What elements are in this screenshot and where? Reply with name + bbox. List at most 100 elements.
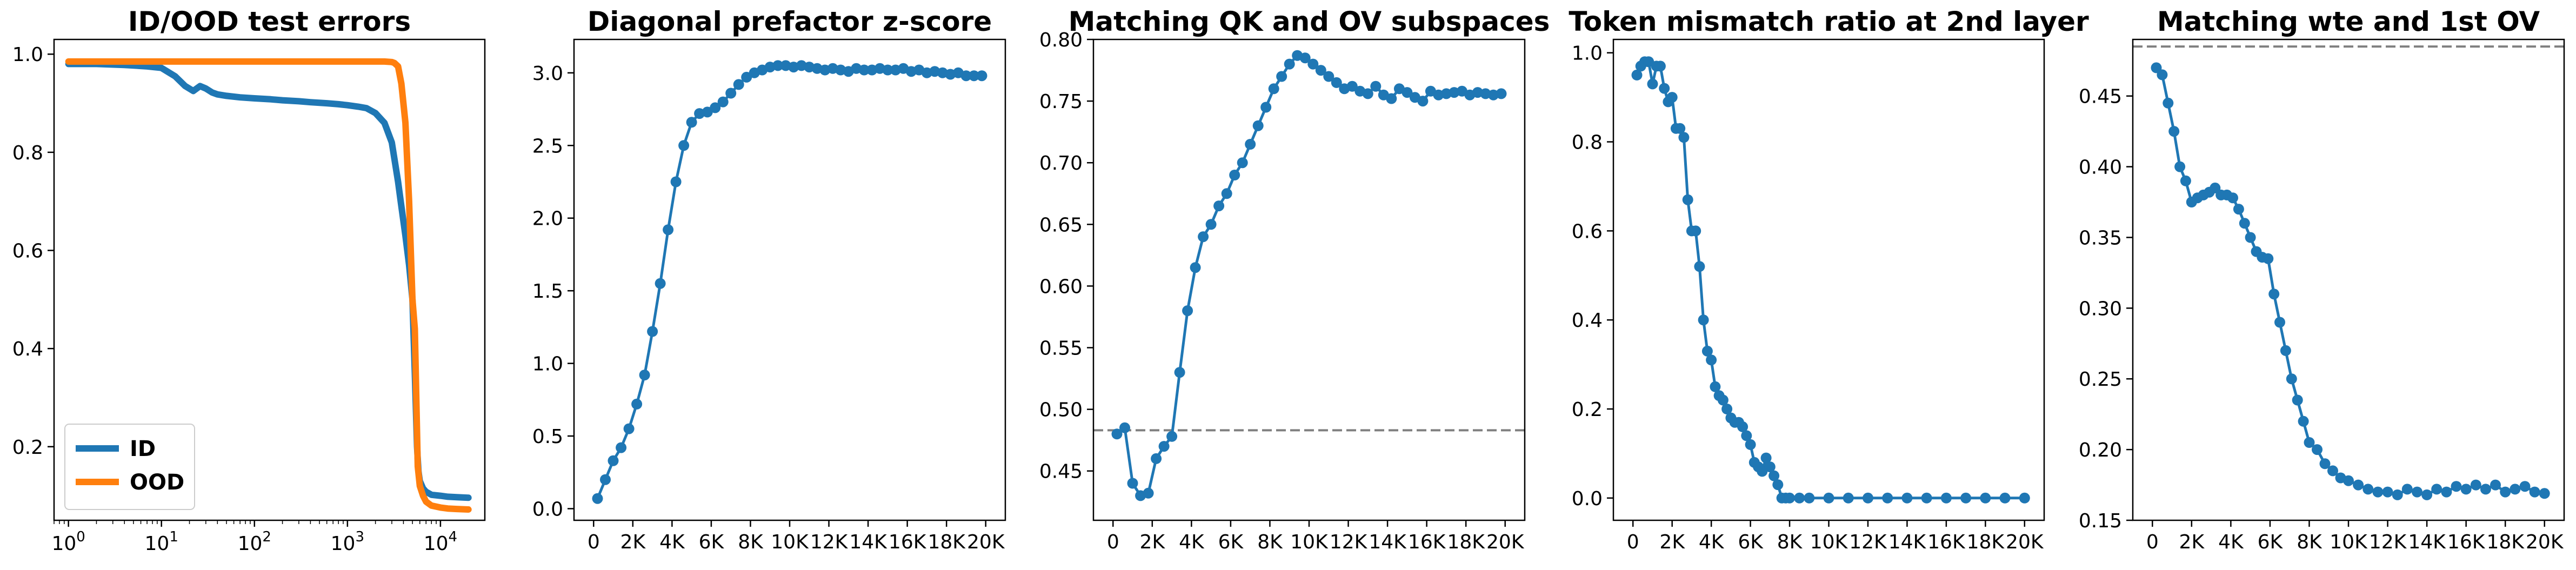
- x-tick-label: 2K: [2179, 531, 2205, 553]
- x-tick-label: 10K: [2330, 531, 2368, 553]
- chart-panel-4: Token mismatch ratio at 2nd layer 0.0 0.2 0…: [1569, 6, 2089, 553]
- data-point: [1764, 461, 1776, 473]
- data-point: [1757, 466, 1768, 477]
- data-point: [1276, 71, 1287, 82]
- chart-title: Diagonal prefactor z-score: [588, 6, 992, 37]
- y-tick-label: 3.0: [532, 63, 563, 85]
- x-tick-label: 4K: [1179, 531, 1205, 553]
- data-point: [655, 278, 666, 289]
- data-point: [2245, 232, 2256, 243]
- data-point: [1268, 83, 1279, 95]
- data-point: [1362, 88, 1373, 99]
- y-tick-label: 0.5: [532, 426, 563, 448]
- data-point: [1346, 81, 1358, 92]
- data-point: [1843, 492, 1854, 504]
- data-point: [647, 326, 658, 337]
- x-tick-label: 100: [51, 529, 85, 555]
- series-line: [1636, 60, 2026, 500]
- data-point: [623, 423, 635, 434]
- y-tick-label: 0.6: [12, 240, 43, 263]
- data-point: [2539, 488, 2550, 499]
- data-point: [1221, 188, 1232, 199]
- data-point: [2286, 373, 2297, 385]
- x-tick-label: 2K: [620, 531, 646, 553]
- data-point: [1706, 354, 1717, 366]
- data-point: [1111, 428, 1123, 440]
- data-point: [2227, 192, 2238, 204]
- data-point: [2233, 204, 2244, 215]
- x-tick-label: 8K: [1777, 531, 1803, 553]
- chart-panel-5: Matching wte and 1st OV 0.15 0.20 0.25 0.30 0…: [2079, 6, 2565, 553]
- data-point: [1823, 492, 1834, 504]
- x-tick-label: 18K: [1967, 531, 2005, 553]
- plot-area: [2151, 62, 2550, 500]
- data-point: [2510, 484, 2521, 495]
- chart-title: ID/OOD test errors: [128, 6, 411, 37]
- y-tick-label: 1.0: [532, 353, 563, 375]
- x-tick-label: 6K: [2258, 531, 2284, 553]
- data-point: [1299, 52, 1311, 64]
- data-point: [2401, 484, 2413, 495]
- y-tick-label: 0.8: [1572, 132, 1603, 154]
- data-point: [1701, 345, 1713, 357]
- y-tick-label: 0.25: [2079, 368, 2122, 391]
- chart-title: Matching QK and OV subspaces: [1069, 6, 1550, 37]
- data-point: [1980, 492, 1991, 504]
- x-tick-label: 4K: [1699, 531, 1725, 553]
- data-point: [1882, 492, 1893, 504]
- data-point: [2470, 479, 2481, 491]
- x-tick-label: 12K: [1330, 531, 1368, 553]
- data-point: [1659, 83, 1670, 94]
- data-point: [1417, 96, 1429, 107]
- data-point: [1784, 492, 1795, 504]
- data-point: [592, 493, 603, 504]
- axes-frame: [1092, 38, 1526, 521]
- x-tick-label: 8K: [1257, 531, 1283, 553]
- plot-area: [1631, 56, 2030, 504]
- data-point: [2157, 69, 2168, 81]
- data-point: [2312, 444, 2323, 455]
- data-point: [1940, 492, 1952, 504]
- data-point: [639, 370, 650, 381]
- data-point: [1166, 431, 1178, 442]
- data-point: [2268, 289, 2280, 300]
- data-point: [1174, 367, 1185, 378]
- data-point: [2421, 489, 2433, 500]
- x-tick-label: 2K: [1659, 531, 1685, 553]
- data-point: [2382, 486, 2393, 498]
- legend-label: OOD: [130, 470, 184, 495]
- y-tick-label: 0.65: [1039, 214, 1083, 236]
- series-line-ood: [65, 58, 472, 513]
- x-tick-label: 14K: [2408, 531, 2446, 553]
- data-point: [2292, 394, 2303, 406]
- axes-frame: [573, 38, 1006, 521]
- data-point: [2168, 126, 2180, 137]
- chart-title: Matching wte and 1st OV: [2157, 6, 2540, 37]
- data-point: [1769, 470, 1780, 481]
- data-point: [858, 64, 870, 76]
- data-point: [1370, 81, 1382, 92]
- data-point: [1690, 225, 1701, 237]
- data-point: [2431, 484, 2442, 495]
- x-tick-label: 4K: [2218, 531, 2244, 553]
- data-point: [2480, 484, 2491, 495]
- data-point: [2180, 175, 2191, 186]
- x-tick-label: 16K: [889, 531, 927, 553]
- data-point: [1198, 231, 1209, 243]
- y-tick-label: 0.2: [12, 437, 43, 459]
- axes-frame: [53, 38, 486, 521]
- data-point: [2372, 486, 2384, 498]
- y-tick-label: 0.8: [12, 142, 43, 164]
- y-tick-label: 0.4: [12, 338, 43, 360]
- data-point: [1386, 93, 1397, 104]
- chart-title: Token mismatch ratio at 2nd layer: [1569, 6, 2089, 37]
- x-tick-label: 6K: [699, 531, 725, 553]
- data-point: [1284, 58, 1295, 70]
- plot-area: [1111, 50, 1507, 501]
- y-tick-label: 0.75: [1039, 91, 1083, 113]
- data-point: [1643, 56, 1654, 68]
- data-point: [2451, 481, 2462, 492]
- x-tick-label: 101: [145, 529, 178, 555]
- data-point: [2412, 486, 2422, 498]
- data-point: [2529, 486, 2540, 498]
